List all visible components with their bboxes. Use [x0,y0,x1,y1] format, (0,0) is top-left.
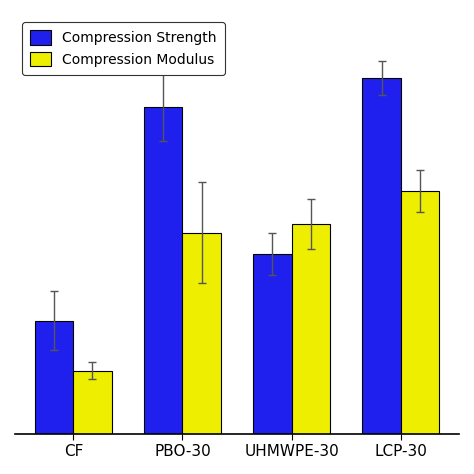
Bar [35,320,73,434]
Bar [363,78,401,434]
Bar [401,191,439,434]
Bar [182,233,220,434]
Bar [254,254,292,434]
Bar [144,107,182,434]
Bar [73,371,111,434]
Bar [292,224,330,434]
Legend: Compression Strength, Compression Modulus: Compression Strength, Compression Modulu… [22,22,225,75]
